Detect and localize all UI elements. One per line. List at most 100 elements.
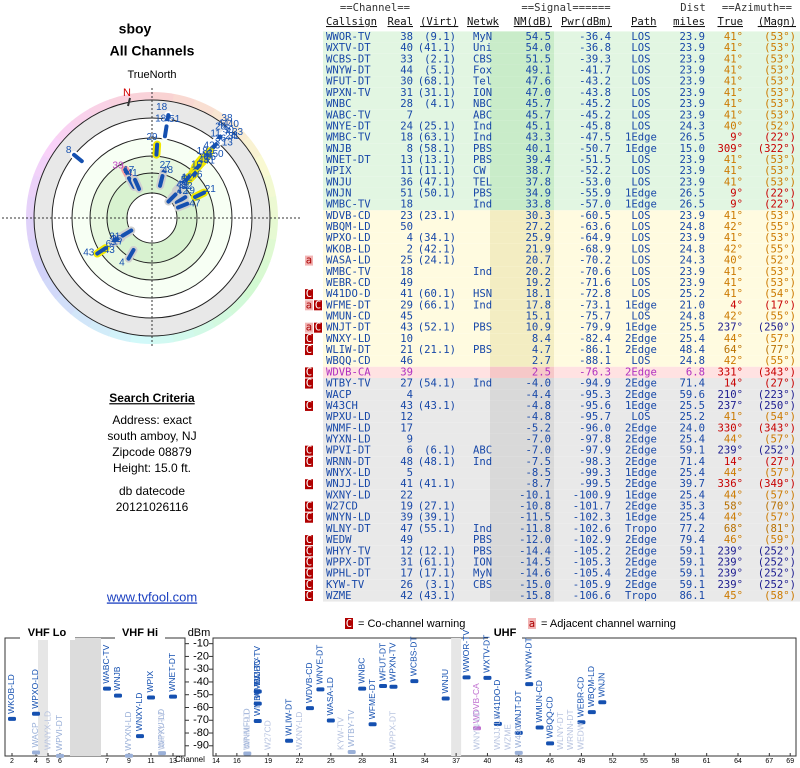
cell-path: 2Edge — [625, 333, 657, 345]
polar-label: 22 — [181, 181, 193, 192]
cell-pwr: -57.0 — [579, 199, 611, 211]
cell-callsign: WXNY-LD — [326, 489, 371, 501]
row-bg — [323, 377, 800, 390]
row-bg — [323, 579, 800, 591]
row-bg — [323, 568, 800, 580]
y-tick-label: -50 — [193, 689, 209, 701]
cell-virt: (39.1) — [418, 512, 456, 524]
cell-magn: (27°) — [764, 378, 796, 390]
flag-letter: C — [306, 579, 312, 591]
polar-mark — [192, 190, 206, 200]
cell-virt: (23.1) — [418, 210, 456, 222]
cell-real: 49 — [400, 534, 413, 546]
cell-path: LOS — [631, 411, 650, 423]
polar-label: 41 — [127, 168, 139, 179]
row-bg — [323, 445, 800, 457]
polar-label: 44 — [218, 118, 230, 129]
flag-letter: C — [306, 568, 312, 580]
cell-real: 18 — [400, 266, 413, 278]
polar-label: 49 — [200, 151, 212, 162]
cell-dist: 25.4 — [679, 333, 705, 345]
cell-pwr: -53.0 — [579, 176, 611, 188]
spectrum-bar — [316, 687, 325, 692]
spectrum-label: WMBC-TV — [252, 675, 262, 716]
nm-cell-bg — [490, 377, 554, 390]
cell-nm: -15.0 — [519, 579, 551, 591]
cell-magn: (53°) — [764, 53, 796, 65]
cell-dist: 71.4 — [679, 378, 705, 390]
cell-true: 41° — [724, 288, 743, 300]
cell-path: 2Edge — [625, 422, 657, 434]
cell-nm: 18.1 — [525, 288, 551, 300]
band-label-bg — [115, 626, 165, 640]
row-bg — [323, 53, 800, 65]
polar-label: 10 — [191, 160, 203, 171]
polar-label: 4 — [119, 257, 125, 268]
spectrum-bar — [253, 701, 262, 706]
cell-true: 41° — [724, 210, 743, 222]
cell-true: 44° — [724, 333, 743, 345]
nm-cell-bg — [490, 76, 554, 88]
spectrum-bar — [535, 725, 544, 730]
cell-magn: (22°) — [764, 132, 796, 144]
adjacent-flag — [305, 300, 313, 311]
cell-callsign: WNJB — [326, 143, 352, 155]
cell-netwk: CBS — [473, 53, 492, 65]
cell-path: LOS — [631, 311, 650, 323]
spectrum-bar — [32, 711, 40, 716]
cell-nm: 47.0 — [525, 87, 551, 99]
cell-pwr: -105.4 — [573, 568, 611, 580]
spectrum-label: WNBC — [356, 658, 366, 684]
spectrum-label: WPXO-LD — [30, 669, 40, 709]
unused-gap — [451, 638, 462, 756]
cell-pwr: -96.0 — [579, 422, 611, 434]
cell-magn: (52°) — [764, 120, 796, 132]
polar-label: 51 — [169, 114, 181, 125]
row-bg — [323, 210, 800, 222]
flag-letter: C — [306, 456, 312, 468]
cell-true: 44° — [724, 512, 743, 524]
cell-real: 36 — [400, 176, 413, 188]
cell-netwk: Ind — [473, 199, 492, 211]
cell-callsign: WRNN-DT — [326, 456, 371, 468]
cell-dist: 25.4 — [679, 512, 705, 524]
cell-virt: (17.1) — [418, 568, 456, 580]
flag-letter: C — [306, 288, 312, 300]
flag-letter: a — [306, 322, 312, 334]
cell-netwk: Tel — [473, 76, 492, 88]
polar-label: 38 — [221, 113, 233, 124]
row-bg — [323, 299, 800, 311]
cell-dist: 59.1 — [679, 556, 705, 568]
polar-label: 27 — [160, 160, 172, 171]
polar-mark — [120, 228, 134, 238]
cell-virt: (9.1) — [424, 31, 456, 43]
cell-real: 13 — [400, 154, 413, 166]
nm-cell-bg — [490, 568, 554, 580]
row-bg — [323, 109, 800, 121]
north-label: TrueNorth — [127, 69, 176, 81]
site-link[interactable]: www.tvfool.com — [106, 589, 197, 604]
cell-dist: 23.9 — [679, 87, 705, 99]
cell-real: 21 — [400, 344, 413, 356]
spectrum-bar — [473, 726, 481, 731]
column-header: NM(dB) — [514, 16, 552, 28]
spectrum-label: WACP — [30, 722, 40, 748]
cell-netwk: MyN — [473, 568, 492, 580]
cell-dist: 15.0 — [679, 143, 705, 155]
cell-callsign: WASA-LD — [326, 255, 371, 267]
y-axis-title: dBm — [188, 627, 211, 639]
cell-real: 8 — [407, 143, 413, 155]
cell-real: 41 — [400, 288, 413, 300]
cell-nm: 10.9 — [525, 322, 551, 334]
cell-nm: 2.5 — [532, 366, 551, 378]
cell-true: 41° — [724, 42, 743, 54]
row-bg — [323, 143, 800, 155]
cell-magn: (53°) — [764, 266, 796, 278]
spectrum-label: WMUN-CD — [534, 680, 544, 723]
cell-path: LOS — [631, 355, 650, 367]
cell-pwr: -95.7 — [579, 411, 611, 423]
cell-nm: 47.6 — [525, 76, 551, 88]
polar-label: 50 — [213, 149, 225, 160]
nm-cell-bg — [490, 523, 554, 535]
